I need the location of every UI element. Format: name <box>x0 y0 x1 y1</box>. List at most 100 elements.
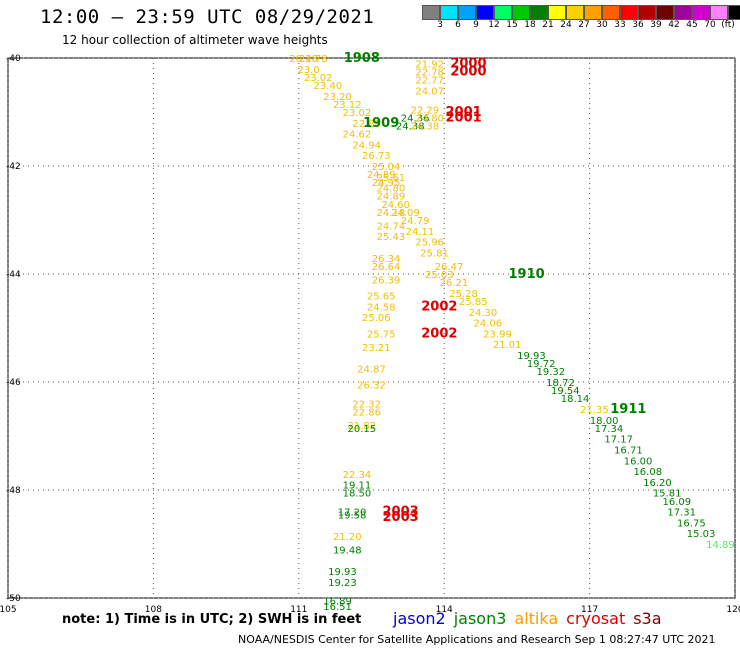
color-swatch <box>566 5 584 20</box>
footer-credit: NOAA/NESDIS Center for Satellite Applica… <box>238 633 716 646</box>
data-label: 16.75 <box>677 518 706 529</box>
data-label: 2001 <box>445 105 481 120</box>
data-label: 17.31 <box>667 508 696 519</box>
data-label: 19.23 <box>328 578 357 589</box>
color-swatch <box>458 5 476 20</box>
data-label: 21.20 <box>333 532 362 543</box>
data-label: 22.86 <box>352 408 381 419</box>
data-label: 14.89 <box>706 540 735 551</box>
x-tick-label: 120 <box>726 605 740 615</box>
data-label: 19.32 <box>537 367 566 378</box>
data-label: 24.74 <box>377 221 406 232</box>
data-label: 24.07 <box>415 86 444 97</box>
data-label: 25.43 <box>377 232 406 243</box>
data-label: 24.79 <box>401 216 430 227</box>
color-swatch <box>692 5 710 20</box>
data-label: 25.06 <box>362 313 391 324</box>
data-label: 19.93 <box>517 351 546 362</box>
chart-title: 12:00 – 23:59 UTC 08/29/2021 <box>40 6 375 28</box>
data-label: 2002 <box>421 299 457 314</box>
data-label: 24.58 <box>367 302 396 313</box>
color-scale-label: 36 <box>632 20 644 30</box>
data-label: 25.61 <box>377 173 406 184</box>
data-label: 1910 <box>508 267 544 282</box>
x-tick-label: 108 <box>145 605 162 615</box>
data-label: 23.0 <box>297 65 319 76</box>
data-label: 24.95 <box>372 178 401 189</box>
legend-entry-s3a: s3a <box>633 609 662 628</box>
x-tick-label: 111 <box>290 605 307 615</box>
data-label: 24.38 <box>410 122 439 133</box>
legend-entry-jason2: jason2 <box>393 609 446 628</box>
data-label: 15.81 <box>653 489 682 500</box>
color-scale-label: 30 <box>596 20 608 30</box>
data-label: 24.62 <box>343 130 372 141</box>
data-label: 19.48 <box>333 545 362 556</box>
color-swatch <box>674 5 692 20</box>
data-label: 24.89 <box>367 170 396 181</box>
y-tick-label: -50 <box>6 594 21 604</box>
data-label: 25.03 <box>425 270 454 281</box>
data-label: 26.64 <box>372 262 401 273</box>
legend-entry-altika: altika <box>514 609 559 628</box>
data-label: 20.15 <box>347 424 376 435</box>
data-label: 19.11 <box>343 481 372 492</box>
legend-entry-jason3: jason3 <box>453 609 507 628</box>
data-label: 25.04 <box>372 162 401 173</box>
color-scale-label: 42 <box>668 20 680 30</box>
footer-note: note: 1) Time is in UTC; 2) SWH is in fe… <box>62 612 362 627</box>
data-label: 24.60 <box>381 200 410 211</box>
data-label: 25.75 <box>367 329 396 340</box>
color-scale-label: 3 <box>437 20 443 30</box>
data-label: 26.34 <box>372 254 401 265</box>
color-scale-label: 45 <box>686 20 698 30</box>
data-label: 19.54 <box>551 386 580 397</box>
data-label: 22.78 <box>299 54 328 65</box>
data-label: 20.48 <box>289 54 318 65</box>
data-label: 16.20 <box>643 478 672 489</box>
data-label: 21.82 <box>347 421 376 432</box>
color-swatch <box>584 5 602 20</box>
data-label: 25.65 <box>367 292 396 303</box>
data-label: 2000 <box>450 65 486 80</box>
data-label: 18.50 <box>343 489 372 500</box>
data-label: 2002 <box>421 326 457 341</box>
data-label: 16.08 <box>633 467 662 478</box>
data-label: 24.11 <box>406 227 435 238</box>
color-swatch <box>728 5 740 20</box>
data-label: 24.80 <box>415 113 444 124</box>
data-label: 25.85 <box>459 297 488 308</box>
data-label: 18.72 <box>546 378 575 389</box>
color-scale-label: 6 <box>455 20 461 30</box>
data-label: 21.92 <box>415 59 444 70</box>
data-label: 24.06 <box>473 319 502 330</box>
data-label: 16.71 <box>614 446 643 457</box>
data-label: 2000 <box>450 56 486 71</box>
data-label: 19.72 <box>527 359 556 370</box>
x-tick-label: 117 <box>581 605 598 615</box>
data-label: 24.38 <box>396 122 425 133</box>
data-label: 26.73 <box>362 151 391 162</box>
data-label: 25.81 <box>420 248 449 259</box>
data-label: 16.00 <box>624 456 653 467</box>
data-label: 26.39 <box>372 275 401 286</box>
data-label: 2003 <box>382 505 418 520</box>
satellite-legend: jason2 jason3 altika cryosat s3a <box>393 609 670 628</box>
color-scale-label: 12 <box>488 20 500 30</box>
data-label: 17.17 <box>604 435 633 446</box>
color-scale-labels: 3 6 9 12 15 18 21 24 27 30 33 36 39 42 45 70 (ft) <box>422 20 740 30</box>
y-tick-label: -46 <box>6 378 21 388</box>
color-scale-bar: 3 6 9 12 15 18 21 24 27 30 33 36 39 42 45 70 (ft) <box>422 5 740 30</box>
color-scale-unit: (ft) <box>721 20 735 30</box>
data-label: 22.77 <box>415 76 444 87</box>
data-label: 24.80 <box>377 184 406 195</box>
data-label: 26.21 <box>440 278 469 289</box>
data-label: 18.14 <box>561 394 590 405</box>
color-scale-label: 39 <box>650 20 662 30</box>
color-scale-label: 21 <box>542 20 554 30</box>
color-swatch <box>530 5 548 20</box>
data-label: 1909 <box>363 116 399 131</box>
data-label: 24.94 <box>352 140 381 151</box>
data-label: 24.36 <box>401 113 430 124</box>
chart-subtitle: 12 hour collection of altimeter wave hei… <box>62 33 328 47</box>
